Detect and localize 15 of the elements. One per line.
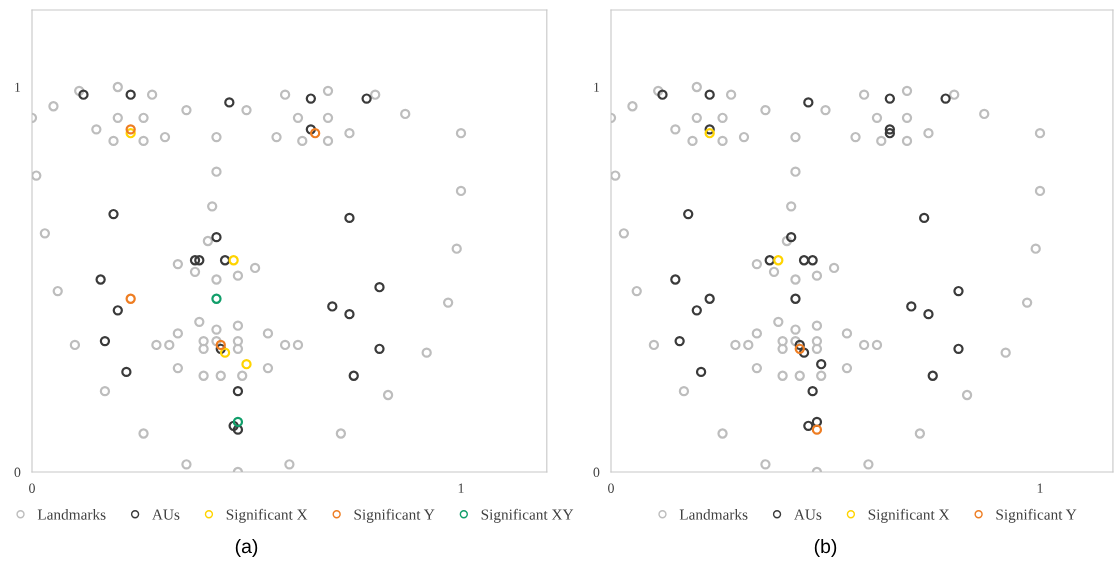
legend-label: Landmarks xyxy=(679,509,748,520)
text: (b) xyxy=(814,538,837,558)
legend-label: Significant Y xyxy=(354,508,435,523)
x-tick-label: 1 xyxy=(458,483,464,493)
text: (a) xyxy=(235,538,258,558)
legend-label: Significant Y xyxy=(996,508,1077,523)
legend-label: Significant XY xyxy=(481,508,574,523)
legend-label: Significant X xyxy=(226,508,308,523)
x-tick-label: 0 xyxy=(29,483,35,493)
legend-label: AUs xyxy=(793,509,822,520)
x-tick-label: 1 xyxy=(1037,483,1043,493)
legend-label: Landmarks xyxy=(37,509,106,520)
x-tick-label: 0 xyxy=(608,483,614,493)
legend-label: AUs xyxy=(152,509,180,520)
legend-label: Significant X xyxy=(868,508,950,523)
